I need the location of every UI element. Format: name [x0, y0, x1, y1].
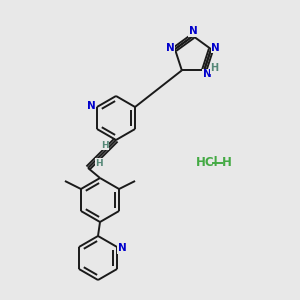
- Text: N: N: [203, 69, 212, 80]
- Text: H: H: [101, 140, 109, 149]
- Text: N: N: [212, 43, 220, 52]
- Text: H: H: [210, 63, 218, 74]
- Text: N: N: [118, 243, 126, 253]
- Text: H: H: [222, 157, 232, 169]
- Text: N: N: [166, 43, 175, 52]
- Text: HCl: HCl: [196, 157, 218, 169]
- Text: N: N: [87, 101, 95, 111]
- Text: N: N: [189, 26, 197, 36]
- Text: H: H: [95, 158, 103, 167]
